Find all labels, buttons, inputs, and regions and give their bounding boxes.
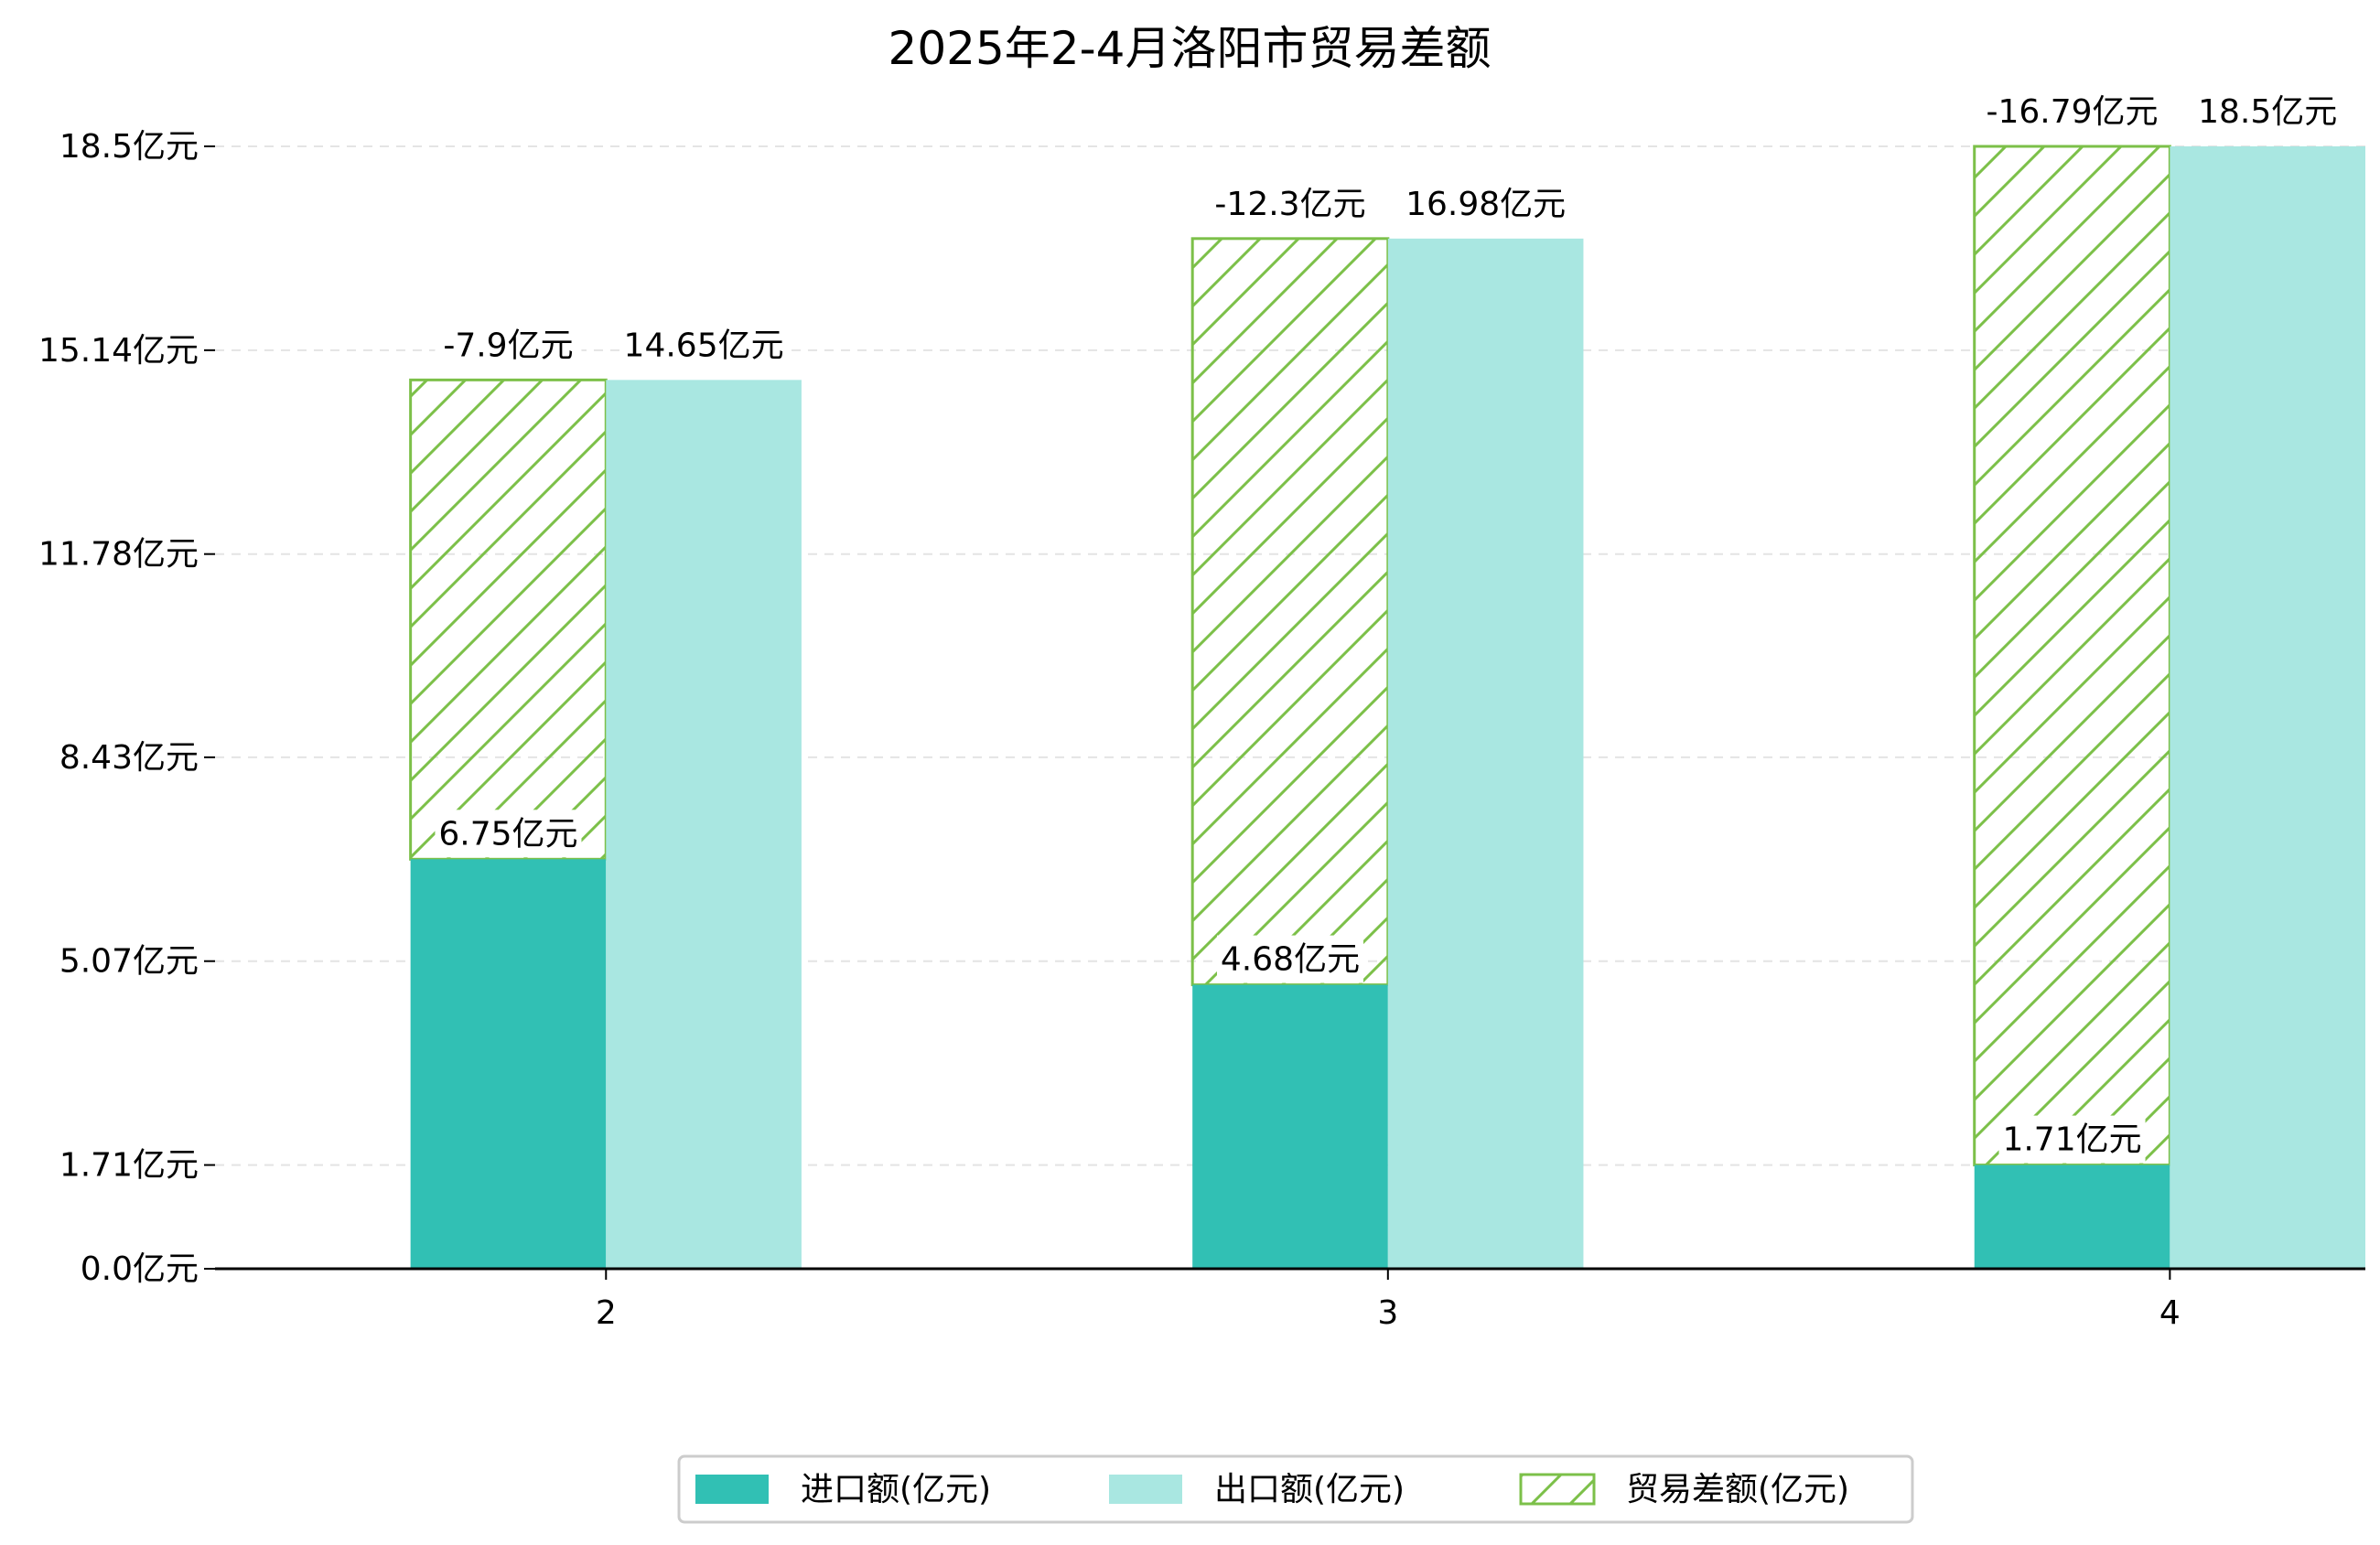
label-balance-bg bbox=[435, 321, 582, 370]
y-tick-label: 15.14亿元 bbox=[38, 332, 199, 370]
legend-label: 出口额(亿元) bbox=[1214, 1471, 1405, 1508]
bars bbox=[409, 145, 2365, 1270]
label-import: 6.75亿元 bbox=[438, 815, 577, 853]
label-import-bg bbox=[1217, 935, 1363, 983]
label-import: 1.71亿元 bbox=[2002, 1121, 2141, 1159]
legend-swatch bbox=[695, 1475, 769, 1504]
label-export: 16.98亿元 bbox=[1405, 186, 1566, 223]
x-tick-label: 3 bbox=[1377, 1294, 1398, 1332]
label-balance: -7.9亿元 bbox=[443, 327, 573, 364]
data-labels: 6.75亿元 -7.9亿元 14.65亿元 4.68亿元 -12.3亿元 16.98亿元 1… bbox=[435, 88, 2342, 1164]
y-tick-label: 11.78亿元 bbox=[38, 536, 199, 574]
y-tick-label: 18.5亿元 bbox=[59, 128, 199, 166]
label-balance: -16.79亿元 bbox=[1987, 93, 2159, 131]
bar-balance bbox=[1190, 237, 1390, 987]
legend-label: 贸易差额(亿元) bbox=[1626, 1471, 1849, 1508]
label-import-bg bbox=[1998, 1115, 2146, 1164]
bar-balance bbox=[409, 378, 608, 861]
x-tick-label: 4 bbox=[2159, 1294, 2181, 1332]
label-export-bg bbox=[2194, 88, 2342, 135]
y-tick-label: 0.0亿元 bbox=[81, 1250, 199, 1288]
y-tick-label: 8.43亿元 bbox=[59, 739, 199, 777]
legend-frame bbox=[677, 1454, 1914, 1524]
bar-export bbox=[1387, 238, 1584, 1269]
bar-import bbox=[1192, 984, 1388, 1269]
legend: 进口额(亿元) 出口额(亿元) 贸易差额(亿元) bbox=[677, 1454, 1914, 1524]
bar-export bbox=[2170, 146, 2365, 1269]
bar-import bbox=[410, 859, 607, 1269]
legend-swatch bbox=[1109, 1475, 1182, 1504]
bar-balance bbox=[1973, 145, 2171, 1167]
label-export: 14.65亿元 bbox=[624, 327, 784, 364]
y-tick-label: 1.71亿元 bbox=[59, 1147, 199, 1185]
label-export-bg bbox=[1402, 179, 1569, 228]
legend-label: 进口额(亿元) bbox=[801, 1471, 991, 1508]
label-export-bg bbox=[620, 321, 788, 370]
label-balance: -12.3亿元 bbox=[1214, 186, 1365, 223]
bar-export bbox=[606, 380, 802, 1270]
label-export: 18.5亿元 bbox=[2198, 93, 2337, 131]
bar-import bbox=[1974, 1164, 2170, 1269]
y-tick-label: 5.07亿元 bbox=[59, 943, 199, 981]
label-import-bg bbox=[435, 810, 582, 858]
legend-swatch bbox=[1519, 1473, 1596, 1506]
x-tick-label: 2 bbox=[596, 1294, 617, 1332]
label-import: 4.68亿元 bbox=[1221, 941, 1360, 979]
label-balance-bg bbox=[1978, 88, 2166, 135]
chart-title: 2025年2-4月洛阳市贸易差额 bbox=[888, 22, 1492, 75]
label-balance-bg bbox=[1207, 179, 1373, 228]
axes: 0.0亿元 1.71亿元 5.07亿元 8.43亿元 11.78亿元 15.14亿元 18.… bbox=[38, 128, 2365, 1332]
